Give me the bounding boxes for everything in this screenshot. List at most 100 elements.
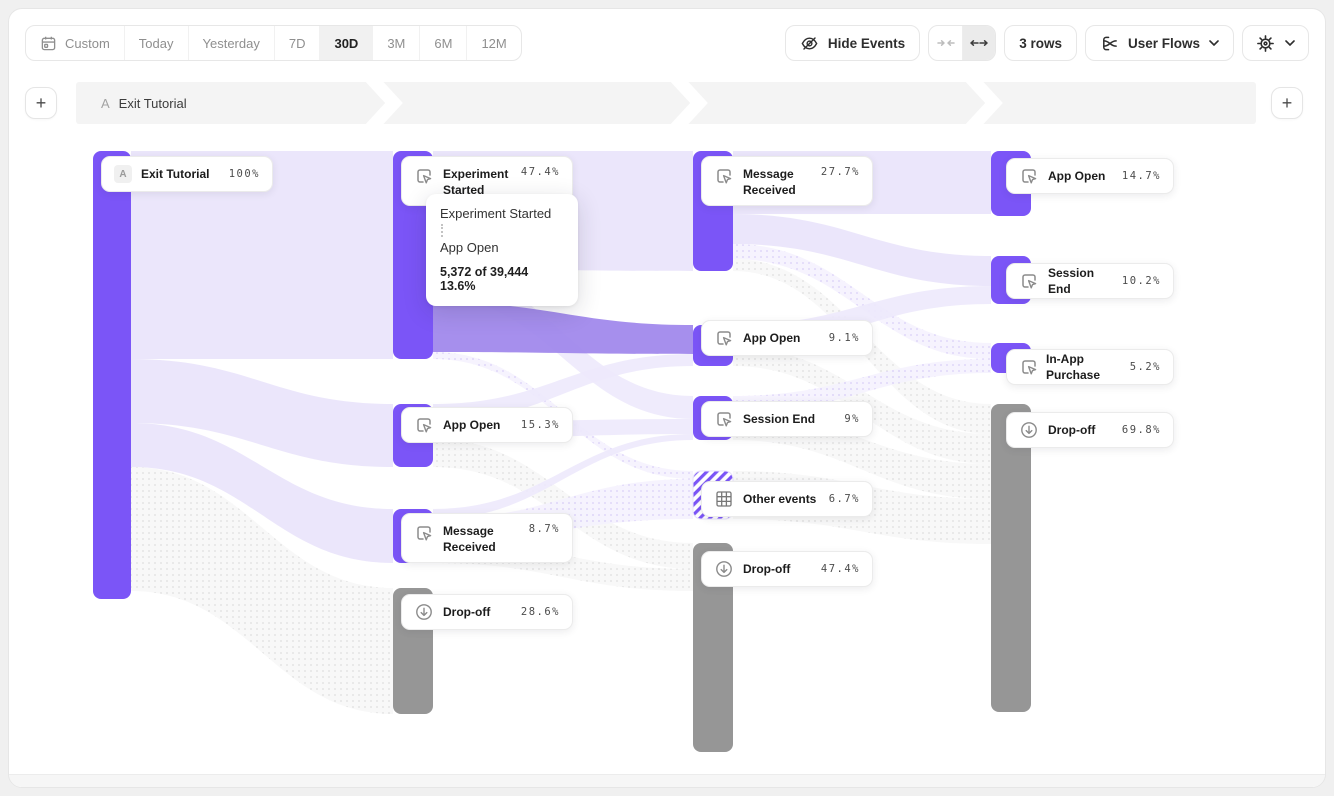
click-event-icon [417, 418, 432, 433]
node-percent: 6.7% [828, 493, 860, 505]
node-percent: 47.4% [520, 166, 560, 178]
expand-columns-button[interactable] [962, 26, 996, 60]
node-label: Drop-off [443, 604, 491, 619]
user-flows-icon [1103, 36, 1117, 50]
drop-off-icon [1021, 422, 1037, 438]
node-percent: 5.2% [1129, 361, 1161, 373]
drop-off-icon [716, 561, 732, 577]
hide-events-button[interactable]: Hide Events [784, 25, 921, 61]
date-range-label: 6M [434, 35, 453, 51]
plus-icon: + [35, 93, 47, 113]
calendar-icon [41, 36, 56, 50]
density-toggle [928, 25, 997, 61]
plus-icon: + [1281, 93, 1293, 113]
node-card-message-received-step2[interactable]: Message Received 8.7% [401, 513, 573, 563]
date-range-label: 3M [387, 35, 406, 51]
node-card-drop-off-step3[interactable]: Drop-off 47.4% [701, 551, 873, 587]
date-range-yesterday[interactable]: Yesterday [189, 26, 275, 60]
grid-icon [716, 491, 732, 507]
node-card-drop-off-step2[interactable]: Drop-off 28.6% [401, 594, 573, 630]
node-percent: 100% [228, 168, 260, 180]
sankey-links-step1 [131, 151, 393, 714]
click-event-icon [417, 169, 432, 184]
node-percent: 9% [844, 413, 860, 425]
date-range-30d-selected[interactable]: 30D [320, 26, 374, 60]
sankey-links-and-bars [93, 151, 1031, 752]
node-card-other-events-step3[interactable]: Other events 6.7% [701, 481, 873, 517]
date-range-label: 7D [288, 35, 306, 51]
date-range-label: 12M [481, 35, 507, 51]
date-range-6m[interactable]: 6M [420, 26, 468, 60]
node-label: Exit Tutorial [141, 166, 210, 181]
node-card-exit-tutorial[interactable]: A Exit Tutorial 100% [101, 156, 273, 192]
bottom-scroll-track[interactable] [9, 774, 1325, 787]
node-card-app-open-step4[interactable]: App Open 14.7% [1006, 158, 1174, 194]
node-card-in-app-purchase-step4[interactable]: In-App Purchase 5.2% [1006, 349, 1174, 385]
node-label: Session End [743, 411, 816, 426]
step-header-bar[interactable]: A Exit Tutorial [76, 82, 1256, 124]
step-a-prefix: A [101, 95, 110, 111]
node-card-app-open-step3[interactable]: App Open 9.1% [701, 320, 873, 356]
tooltip-flow-connector [441, 224, 443, 237]
bar-drop-off-step4[interactable] [991, 404, 1031, 712]
node-label: App Open [743, 330, 801, 345]
rows-button[interactable]: 3 rows [1004, 25, 1077, 61]
view-type-label: User Flows [1127, 35, 1200, 51]
date-range-label: 30D [334, 35, 359, 51]
node-label: Drop-off [1048, 422, 1096, 437]
node-percent: 15.3% [520, 419, 560, 431]
date-range-label: Yesterday [202, 35, 260, 51]
node-card-drop-off-step4[interactable]: Drop-off 69.8% [1006, 412, 1174, 448]
hide-events-label: Hide Events [827, 35, 906, 51]
node-card-session-end-step3[interactable]: Session End 9% [701, 401, 873, 437]
click-event-icon [717, 412, 732, 427]
node-percent: 9.1% [828, 332, 860, 344]
click-event-icon [417, 526, 432, 541]
node-label: Message Received [443, 524, 496, 555]
node-label: Message Received [743, 167, 796, 198]
step-a-badge: A [114, 165, 132, 183]
date-range-today[interactable]: Today [125, 26, 189, 60]
arrows-inward-icon [936, 40, 955, 46]
node-percent: 27.7% [820, 166, 860, 178]
node-label: Experiment Started [443, 167, 509, 198]
node-label: App Open [443, 417, 501, 432]
bar-exit-tutorial[interactable] [93, 151, 131, 599]
toolbar-right-group: Hide Events 3 rows User Flows [784, 25, 1309, 61]
node-label: App Open [1048, 168, 1106, 183]
chevron-down-icon [1285, 40, 1295, 46]
add-step-end-button[interactable]: + [1271, 87, 1303, 119]
node-percent: 28.6% [520, 606, 560, 618]
click-event-icon [717, 169, 732, 184]
click-event-icon [1022, 274, 1037, 289]
node-percent: 47.4% [820, 563, 860, 575]
node-card-session-end-step4[interactable]: Session End 10.2% [1006, 263, 1174, 299]
tooltip-from-event: Experiment Started [440, 206, 552, 221]
click-event-icon [717, 331, 732, 346]
click-event-icon [1022, 360, 1037, 375]
chevron-down-icon [1209, 40, 1219, 46]
eye-off-icon [801, 36, 818, 50]
tooltip-stats: 5,372 of 39,444 13.6% [440, 265, 529, 293]
node-card-message-received-step3[interactable]: Message Received 27.7% [701, 156, 873, 206]
date-range-custom[interactable]: Custom [26, 26, 125, 60]
date-range-3m[interactable]: 3M [373, 26, 421, 60]
node-percent: 8.7% [528, 523, 560, 535]
date-range-picker: Custom Today Yesterday 7D 30D 3M 6M 12M [25, 25, 522, 61]
settings-dropdown[interactable] [1242, 25, 1309, 61]
add-step-start-button[interactable]: + [25, 87, 57, 119]
view-type-dropdown[interactable]: User Flows [1084, 25, 1234, 61]
node-percent: 69.8% [1121, 424, 1161, 436]
node-label: In-App Purchase [1046, 351, 1101, 382]
app-window: Custom Today Yesterday 7D 30D 3M 6M 12M … [8, 8, 1326, 788]
node-label: Session End [1048, 265, 1095, 296]
bar-drop-off-step3[interactable] [693, 543, 733, 752]
highlighted-link-experiment-started-to-app-open[interactable] [433, 302, 693, 354]
link-tooltip: Experiment Started App Open 5,372 of 39,… [426, 194, 578, 306]
date-range-7d[interactable]: 7D [275, 26, 321, 60]
node-card-app-open-step2[interactable]: App Open 15.3% [401, 407, 573, 443]
date-range-12m[interactable]: 12M [467, 26, 520, 60]
step-chevron-separators [365, 82, 1003, 124]
collapse-columns-button[interactable] [929, 26, 962, 60]
drop-off-icon [416, 604, 432, 620]
